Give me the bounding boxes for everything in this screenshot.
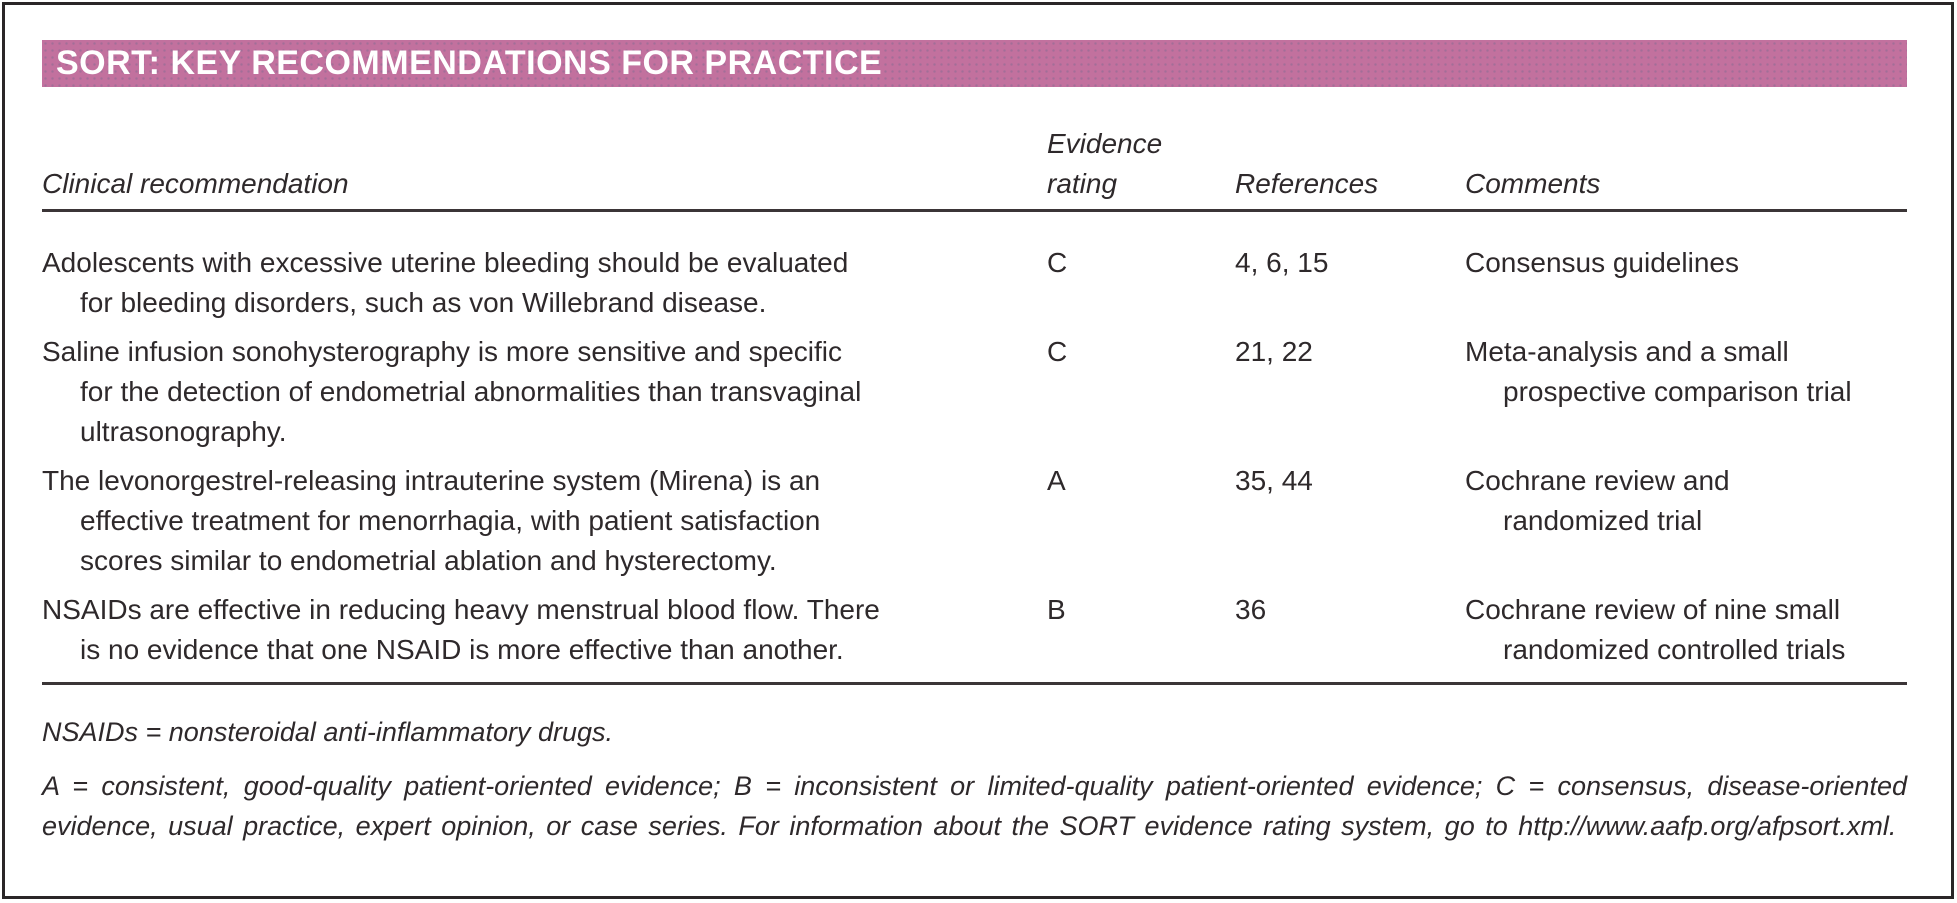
evidence-rating-key-footnote: A = consistent, good-quality patient-ori… <box>42 771 1907 841</box>
comments-cell: Meta-analysis and a small prospective co… <box>1465 336 1852 407</box>
recommendation-cell: NSAIDs are effective in reducing heavy m… <box>42 594 880 665</box>
comments-cell: Cochrane review and randomized trial <box>1465 465 1730 536</box>
references-cell: 35, 44 <box>1235 465 1313 496</box>
column-header-references: References <box>1235 168 1379 199</box>
table-header-row: Clinical recommendation Evidence rating … <box>42 124 1907 212</box>
abbreviations-footnote: NSAIDs = nonsteroidal anti-inflammatory … <box>42 717 613 747</box>
comments-cell: Cochrane review of nine small randomized… <box>1465 594 1846 665</box>
recommendation-cell: Adolescents with excessive uterine bleed… <box>42 247 849 318</box>
evidence-rating-cell: A <box>1047 465 1066 496</box>
evidence-rating-cell: C <box>1047 336 1068 367</box>
table-row: NSAIDs are effective in reducing heavy m… <box>42 590 1907 670</box>
references-cell: 4, 6, 15 <box>1235 247 1329 278</box>
references-cell: 36 <box>1235 594 1267 625</box>
recommendation-cell: Saline infusion sonohysterography is mor… <box>42 336 862 447</box>
table-row: Adolescents with excessive uterine bleed… <box>42 243 1907 323</box>
references-cell: 21, 22 <box>1235 336 1313 367</box>
column-header-clinical-recommendation: Clinical recommendation <box>42 168 349 199</box>
recommendation-cell: The levonorgestrel-releasing intrauterin… <box>42 465 821 576</box>
evidence-rating-cell: B <box>1047 594 1066 625</box>
column-header-comments: Comments <box>1465 168 1601 199</box>
table-title: SORT: KEY RECOMMENDATIONS FOR PRACTICE <box>56 44 883 82</box>
column-header-evidence-rating: Evidence rating <box>1047 128 1163 199</box>
footer-divider <box>42 682 1907 685</box>
table-row: Saline infusion sonohysterography is mor… <box>42 332 1907 452</box>
table-body: Adolescents with excessive uterine bleed… <box>42 243 1907 670</box>
table-title-bar: SORT: KEY RECOMMENDATIONS FOR PRACTICE <box>42 40 1907 87</box>
evidence-rating-cell: C <box>1047 247 1068 278</box>
table-row: The levonorgestrel-releasing intrauterin… <box>42 461 1907 581</box>
comments-cell: Consensus guidelines <box>1465 247 1739 278</box>
